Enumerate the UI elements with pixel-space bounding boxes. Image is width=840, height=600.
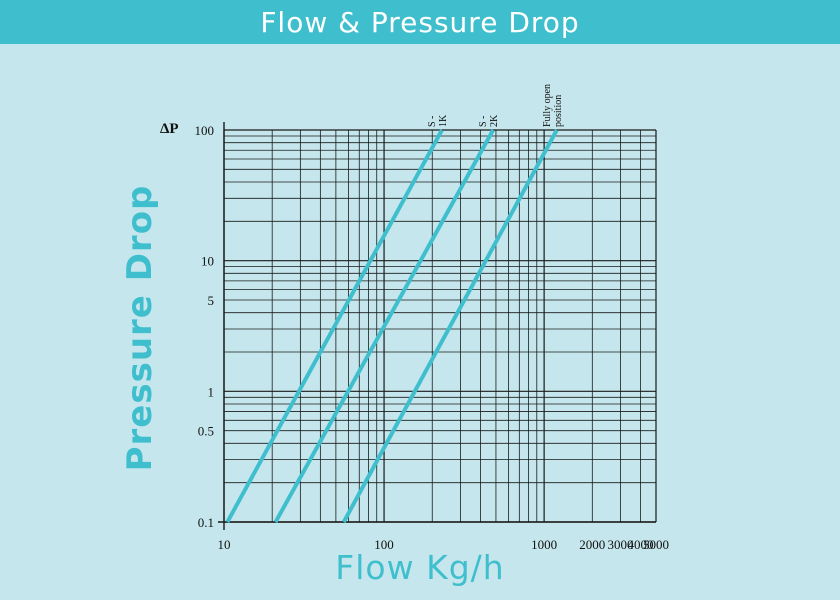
title-banner: Flow & Pressure Drop bbox=[0, 0, 840, 44]
series-label: S -1K bbox=[427, 114, 449, 127]
y-tick-label: 5 bbox=[208, 293, 215, 308]
x-tick-label: 100 bbox=[374, 537, 394, 552]
y-tick-label: 0.5 bbox=[198, 424, 214, 439]
series-line bbox=[273, 129, 495, 523]
chart-grid bbox=[218, 122, 657, 530]
series-line bbox=[341, 129, 559, 523]
y-tick-label: 0.1 bbox=[198, 515, 214, 530]
y-tick-label: 1 bbox=[208, 384, 215, 399]
chart-series bbox=[225, 129, 559, 523]
x-tick-label: 2000 bbox=[579, 537, 605, 552]
x-axis-title: Flow Kg/h bbox=[335, 548, 505, 587]
x-tick-label: 10 bbox=[218, 537, 231, 552]
series-label: Fully openposition bbox=[542, 84, 564, 127]
series-label: S -2K bbox=[478, 114, 500, 127]
y-tick-label: 100 bbox=[195, 123, 215, 138]
y-tick-label: 10 bbox=[201, 254, 214, 269]
page-title: Flow & Pressure Drop bbox=[260, 5, 580, 39]
x-tick-label: 1000 bbox=[531, 537, 557, 552]
y-axis-symbol: ΔP bbox=[160, 121, 179, 137]
series-line bbox=[225, 129, 444, 523]
x-tick-label: 3000 bbox=[607, 537, 633, 552]
chart-series-labels: S -1K S -2K Fully openposition bbox=[427, 84, 564, 127]
x-tick-label: 5000 bbox=[643, 537, 669, 552]
x-tick-label: 4000 bbox=[627, 537, 653, 552]
